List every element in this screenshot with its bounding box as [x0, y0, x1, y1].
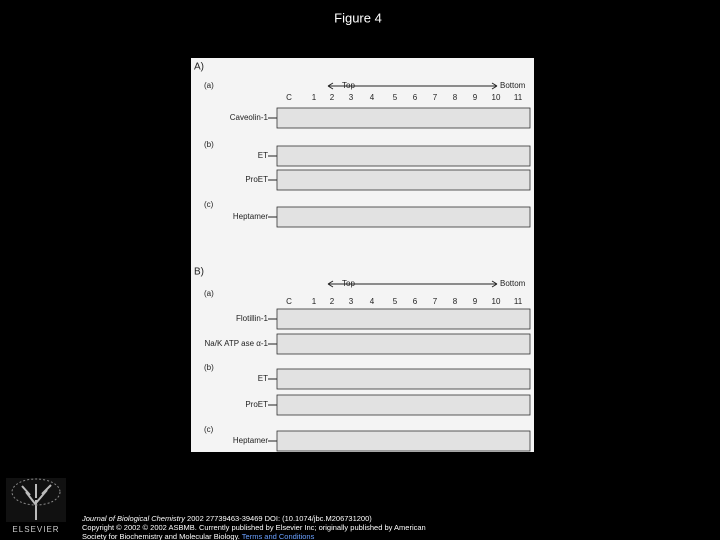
blot-strip — [276, 145, 531, 167]
lane-label: 10 — [492, 93, 501, 102]
lane-label: 1 — [312, 297, 317, 306]
logo-tree — [21, 484, 52, 520]
lane-label: 8 — [453, 297, 458, 306]
terms-link[interactable]: Terms and Conditions — [242, 532, 315, 540]
lane-label: 11 — [514, 297, 523, 306]
journal-name: Journal of Biological Chemistry — [81, 514, 186, 523]
section-label: (a) — [204, 289, 214, 298]
row-label: ProET — [245, 175, 268, 184]
direction-arrow — [327, 82, 498, 90]
panel-label: A) — [194, 62, 204, 73]
blot-strip — [276, 430, 531, 452]
society: Society for Biochemistry and Molecular B… — [82, 532, 242, 540]
blot-strip — [276, 107, 531, 129]
lane-label: 8 — [453, 93, 458, 102]
lane-label: 3 — [349, 93, 354, 102]
blot-strip — [276, 368, 531, 390]
row-label: Caveolin-1 — [230, 113, 269, 122]
direction-arrow — [327, 280, 498, 288]
lane-label: C — [286, 93, 292, 102]
lane-label: 11 — [514, 93, 523, 102]
lane-label: 4 — [370, 93, 375, 102]
section-label: (b) — [204, 140, 214, 149]
direction-label: Bottom — [500, 81, 526, 90]
lane-label: 7 — [433, 297, 438, 306]
society-line: Society for Biochemistry and Molecular B… — [82, 532, 315, 540]
lane-label: 1 — [312, 93, 317, 102]
citation-line: Journal of Biological Chemistry 2002 277… — [81, 514, 372, 523]
blot-strip — [276, 169, 531, 191]
publisher-logo: ELSEVIER — [6, 478, 66, 534]
section-label: (c) — [204, 200, 214, 209]
section-label: (a) — [204, 81, 214, 90]
slide-title: Figure 4 — [334, 10, 382, 25]
blot-strip — [276, 308, 531, 330]
lane-label: 9 — [473, 297, 478, 306]
blot-strip — [276, 206, 531, 228]
row-label: ProET — [245, 400, 268, 409]
row-label: Flotillin-1 — [236, 314, 269, 323]
row-label: Na/K ATP ase α-1 — [205, 339, 269, 348]
lane-label: 2 — [330, 297, 335, 306]
copyright: Copyright © 2002 © 2002 ASBMB. Currently… — [82, 523, 426, 532]
lane-label: 10 — [492, 297, 501, 306]
lane-label: 3 — [349, 297, 354, 306]
lane-label: 6 — [413, 93, 418, 102]
lane-label: 2 — [330, 93, 335, 102]
blot-strip — [276, 394, 531, 416]
row-label: ET — [258, 151, 268, 160]
row-label: Heptamer — [233, 212, 268, 221]
publisher-name: ELSEVIER — [12, 525, 59, 534]
section-label: (b) — [204, 363, 214, 372]
logo-foliage — [11, 478, 61, 506]
row-label: Heptamer — [233, 436, 268, 445]
lane-label: 5 — [393, 93, 398, 102]
blot-strip — [276, 333, 531, 355]
panel-label: B) — [194, 267, 204, 278]
direction-label: Bottom — [500, 279, 526, 288]
lane-label: 5 — [393, 297, 398, 306]
lane-label: 9 — [473, 93, 478, 102]
row-label: ET — [258, 374, 268, 383]
lane-label: 7 — [433, 93, 438, 102]
lane-label: C — [286, 297, 292, 306]
lane-label: 4 — [370, 297, 375, 306]
section-label: (c) — [204, 425, 214, 434]
lane-label: 6 — [413, 297, 418, 306]
citation: 2002 27739463-39469 DOI: (10.1074/jbc.M2… — [185, 514, 372, 523]
